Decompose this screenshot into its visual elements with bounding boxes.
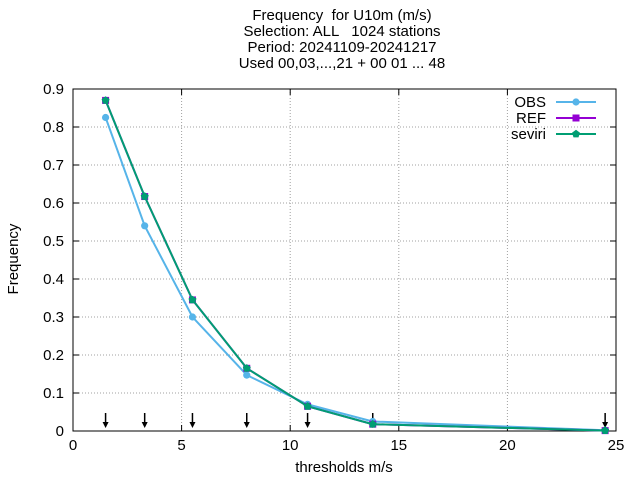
threshold-arrowhead [602, 422, 609, 428]
plot-frame [72, 88, 617, 432]
y-tick-label: 0.9 [43, 81, 64, 98]
legend-label-ref: REF [516, 110, 546, 127]
x-tick-label: 15 [390, 437, 407, 454]
threshold-arrowhead [102, 422, 109, 428]
series-group [101, 96, 610, 435]
y-tick-label: 0 [56, 423, 64, 440]
data-point-obs [243, 371, 251, 379]
title-line-4: Used 00,03,...,21 + 00 01 ... 48 [238, 55, 446, 72]
x-tick-label: 10 [282, 437, 299, 454]
data-point-obs [188, 313, 197, 321]
legend-label-obs: OBS [514, 94, 546, 111]
legend-marker-seviri [572, 129, 580, 138]
y-tick-label: 0.3 [43, 309, 64, 326]
y-axis-label: Frequency [5, 223, 22, 294]
x-tick-label: 25 [608, 437, 625, 454]
data-point-seviri [601, 426, 610, 434]
grid-lines [73, 89, 616, 431]
series-line-seviri [104, 100, 606, 432]
x-tick-label: 0 [69, 437, 77, 454]
y-tick-label: 0.8 [43, 119, 64, 136]
y-tick-label: 0.1 [43, 385, 64, 402]
axes [72, 88, 617, 432]
y-tick-label: 0.5 [43, 233, 64, 250]
x-axis-label: thresholds m/s [295, 459, 393, 476]
x-tick-label: 5 [177, 437, 185, 454]
data-point-obs [141, 222, 149, 230]
threshold-arrowhead [304, 422, 311, 428]
tick-labels: 0 5 10 15 20 25 0 0.1 0.2 0.3 0.4 0.5 0.6 0.7 0.8 0.9 [43, 81, 624, 454]
legend-marker-ref [572, 114, 580, 122]
data-point-obs [101, 113, 110, 122]
title-line-1: Frequency for U10m (m/s) [252, 7, 432, 24]
series-line-ref [104, 100, 606, 432]
y-tick-label: 0.2 [43, 347, 64, 364]
title-line-2: Selection: ALL 1024 stations [243, 23, 441, 40]
data-point-seviri [188, 295, 197, 304]
threshold-arrowhead [189, 422, 196, 428]
data-point-seviri [101, 96, 110, 104]
data-point-seviri [303, 402, 312, 410]
y-tick-label: 0.6 [43, 195, 64, 212]
threshold-arrows [102, 413, 609, 428]
threshold-arrowhead [141, 422, 148, 428]
threshold-arrowhead [243, 422, 250, 428]
legend-marker-obs [572, 98, 580, 106]
x-tick-label: 20 [499, 437, 516, 454]
y-tick-label: 0.7 [43, 157, 64, 174]
data-point-seviri [140, 192, 149, 200]
data-point-seviri [368, 420, 377, 428]
data-point-seviri [242, 364, 251, 372]
y-tick-label: 0.4 [43, 271, 64, 288]
legend-label-seviri: seviri [511, 126, 546, 143]
chart-title: Frequency for U10m (m/s) Selection: ALL … [0, 8, 640, 72]
title-line-3: Period: 20241109-20241217 [247, 39, 437, 56]
